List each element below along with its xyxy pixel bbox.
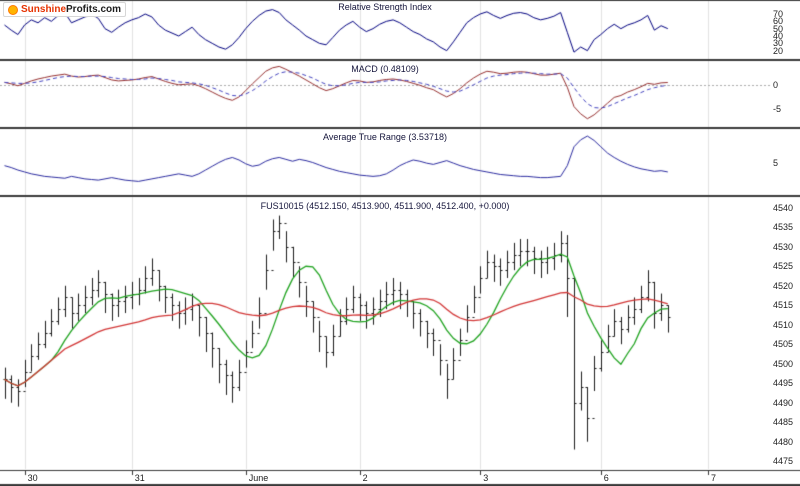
x-axis-label: 6 (603, 473, 609, 483)
rsi-y-axis-label: 60 (773, 16, 784, 27)
macd-y-axis-label: -5 (773, 104, 782, 115)
x-axis-label: 7 (711, 473, 717, 483)
rsi-y-axis-label: 40 (773, 31, 784, 41)
x-axis-label: 31 (134, 473, 145, 483)
x-axis-label: 2 (362, 473, 368, 483)
sun-icon (8, 4, 18, 15)
price-y-axis-label: 4490 (773, 397, 794, 408)
price-y-axis-label: 4530 (773, 241, 794, 252)
price-y-axis-label: 4500 (773, 358, 794, 369)
price-panel-title: FUS10015 (4512.150, 4513.900, 4511.900, … (260, 201, 510, 211)
price-y-axis-label: 4495 (773, 378, 794, 389)
rsi-y-axis-label: 20 (773, 45, 784, 56)
rsi-y-axis-label: 70 (773, 9, 784, 19)
price-y-axis-label: 4540 (773, 202, 794, 213)
price-y-axis-label: 4535 (773, 222, 794, 233)
brand-logo[interactable]: Sunshine Profits.com (3, 2, 127, 17)
rsi-y-axis-label: 30 (773, 38, 784, 49)
x-axis-label: 30 (27, 473, 38, 483)
price-y-axis-label: 4515 (773, 300, 794, 311)
macd-panel-title: MACD (0.48109) (351, 64, 419, 74)
x-axis-label: 3 (483, 473, 489, 483)
price-y-axis-label: 4485 (773, 417, 794, 428)
atr-panel-title: Average True Range (3.53718) (323, 132, 447, 142)
rsi-y-axis-label: 50 (773, 23, 784, 34)
x-axis-label: June (248, 473, 269, 483)
rsi-panel-title: Relative Strength Index (338, 2, 432, 12)
price-y-axis-label: 4505 (773, 339, 794, 350)
price-y-axis-label: 4480 (773, 436, 794, 447)
price-y-axis-label: 4510 (773, 319, 794, 330)
brand-sunshine: Sunshine (21, 4, 67, 15)
atr-y-axis-label: 5 (773, 157, 779, 168)
price-y-axis-label: 4525 (773, 261, 794, 272)
brand-profits: Profits.com (66, 4, 122, 15)
price-y-axis-label: 4520 (773, 280, 794, 291)
macd-y-axis-label: 0 (773, 79, 779, 90)
price-y-axis-label: 4475 (773, 456, 794, 467)
